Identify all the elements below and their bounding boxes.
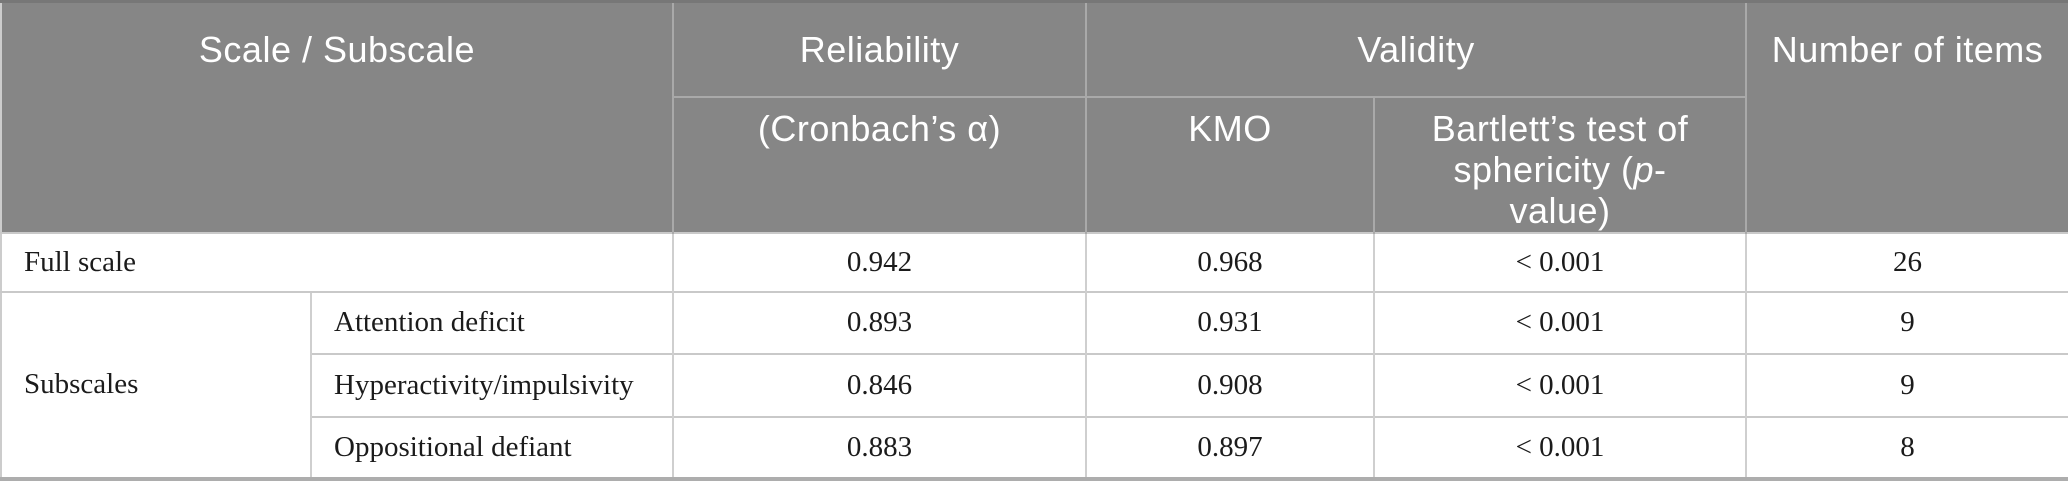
cell-hyperactivity-bartlett: < 0.001 (1372, 352, 1747, 417)
cell-hyperactivity-cronbach: 0.846 (672, 352, 1086, 417)
table-row-oppositional: Oppositional defiant 0.883 0.897 < 0.001… (1, 415, 2068, 479)
bartlett-line2-pre: sphericity ( (1453, 148, 1634, 190)
bartlett-line2-post: - (1654, 148, 1667, 190)
table-body: Full scale 0.942 0.968 < 0.001 26 Subsca… (1, 231, 2068, 479)
cell-oppositional-kmo: 0.897 (1085, 415, 1374, 479)
cell-hyperactivity-kmo: 0.908 (1085, 352, 1374, 417)
cell-oppositional-cronbach: 0.883 (672, 415, 1086, 479)
cell-oppositional-bartlett: < 0.001 (1372, 415, 1747, 479)
cell-oppositional-items: 8 (1745, 415, 2068, 479)
header-cell-reliability: Reliability (672, 1, 1087, 97)
table-header: Scale / Subscale Reliability Validity Nu… (1, 1, 2068, 233)
cell-full-scale-label: Full scale (1, 231, 673, 292)
header-cell-number-of-items: Number of items (1746, 1, 2068, 233)
header-cell-validity: Validity (1086, 1, 1748, 97)
cell-full-scale-bartlett: < 0.001 (1372, 231, 1747, 292)
table-row-full-scale: Full scale 0.942 0.968 < 0.001 26 (1, 231, 2068, 292)
bartlett-line-1: Bartlett’s test of (1431, 107, 1689, 149)
cell-attention-bartlett: < 0.001 (1372, 290, 1747, 354)
cell-attention-cronbach: 0.893 (672, 290, 1086, 354)
cell-hyperactivity-items: 9 (1745, 352, 2068, 417)
header-cell-bartlett: Bartlett’s test of sphericity (p- value) (1374, 95, 1748, 233)
cell-subscales-group-label: Subscales (1, 290, 311, 479)
table-row-attention-deficit: Subscales Attention deficit 0.893 0.931 … (1, 290, 2068, 479)
bartlett-line-3: value) (1509, 190, 1611, 232)
header-row-1: Scale / Subscale Reliability Validity Nu… (1, 1, 2068, 233)
header-cell-kmo: KMO (1086, 95, 1375, 233)
cell-full-scale-cronbach: 0.942 (672, 231, 1086, 292)
cell-oppositional-label: Oppositional defiant (310, 415, 673, 479)
bartlett-line-2: sphericity (p- (1419, 149, 1701, 190)
header-row-2: (Cronbach’s α) KMO Bartlett’s test of sp… (1, 95, 2068, 233)
header-cell-scale-subscale: Scale / Subscale (1, 1, 673, 233)
cell-full-scale-kmo: 0.968 (1085, 231, 1374, 292)
cell-hyperactivity-label: Hyperactivity/impulsivity (310, 352, 673, 417)
cell-attention-items: 9 (1745, 290, 2068, 354)
cell-attention-kmo: 0.931 (1085, 290, 1374, 354)
header-cell-cronbach-alpha: (Cronbach’s α) (672, 95, 1087, 233)
table-row-hyperactivity: Hyperactivity/impulsivity 0.846 0.908 < … (1, 352, 2068, 417)
cell-full-scale-items: 26 (1745, 231, 2068, 292)
bartlett-p-italic: p (1633, 148, 1655, 190)
cell-attention-label: Attention deficit (310, 290, 673, 354)
